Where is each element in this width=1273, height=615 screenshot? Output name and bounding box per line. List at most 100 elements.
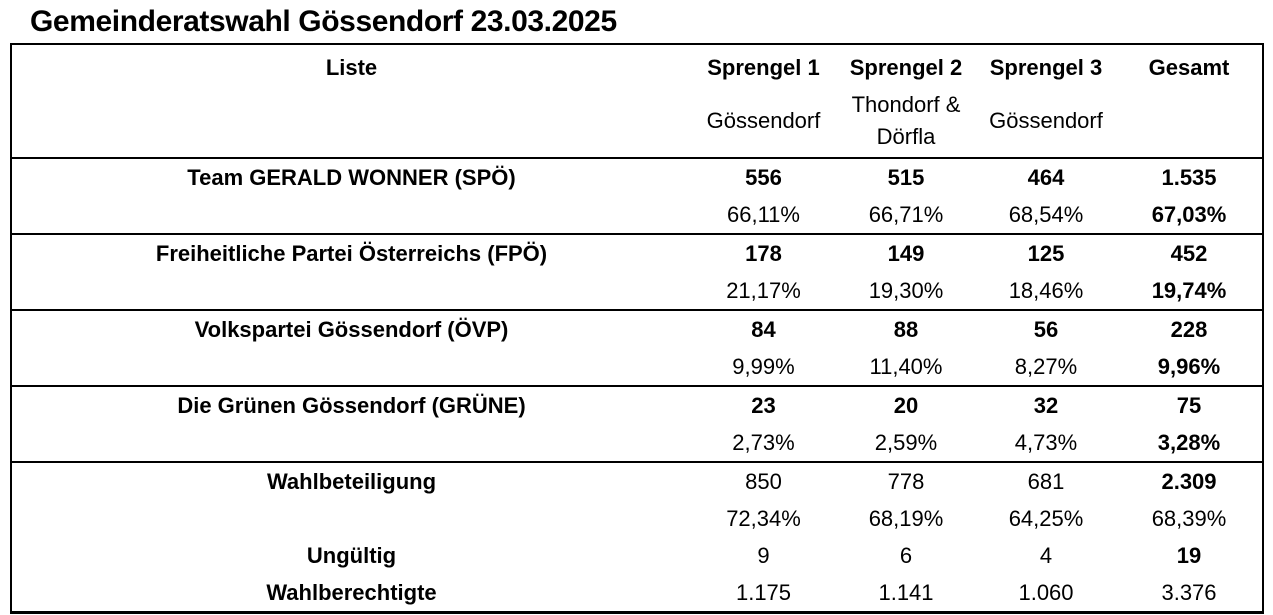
- percent-value: 8,27%: [1014, 354, 1078, 379]
- column-subheader-sprengel-2: Thondorf & Dörfla: [851, 92, 961, 149]
- votes-value: 178: [745, 241, 782, 266]
- votes-value: 23: [751, 393, 776, 418]
- party-name: Freiheitliche Partei Österreichs (FPÖ): [155, 241, 548, 266]
- percent-value: 3,28%: [1157, 430, 1221, 455]
- column-header-sprengel-2: Sprengel 2: [849, 55, 963, 80]
- result-cell: 178 21,17%: [691, 234, 836, 311]
- result-cell: 20 2,59%: [836, 386, 976, 463]
- votes-value: 75: [1176, 393, 1202, 418]
- result-cell: 149 19,30%: [836, 234, 976, 311]
- summary-value: 1.060: [1018, 580, 1074, 605]
- result-cell: 88 11,40%: [836, 310, 976, 387]
- party-row-oevp: Volkspartei Gössendorf (ÖVP) 84 9,99% 88…: [11, 310, 1263, 387]
- summary-row-wahlbeteiligung: Wahlbeteiligung 850 778 681 2.309: [11, 462, 1263, 500]
- votes-value: 88: [893, 317, 919, 342]
- percent-value: 11,40%: [869, 354, 943, 379]
- summary-value: 778: [887, 469, 925, 494]
- result-cell: 464 68,54%: [976, 158, 1116, 235]
- table-header-row: Liste Sprengel 1 Gössendorf Sprengel 2 T…: [11, 44, 1263, 159]
- summary-value-gesamt: 68,39%: [1151, 506, 1227, 531]
- party-row-gruene: Die Grünen Gössendorf (GRÜNE) 23 2,73% 2…: [11, 386, 1263, 463]
- column-subheader-sprengel-3: Gössendorf: [989, 108, 1103, 133]
- percent-value: 67,03%: [1151, 202, 1227, 227]
- summary-value-gesamt: 19: [1176, 543, 1202, 568]
- votes-value: 515: [887, 165, 925, 190]
- summary-value: 72,34%: [726, 506, 801, 531]
- result-cell-gesamt: 75 3,28%: [1116, 386, 1263, 463]
- summary-value-gesamt: 2.309: [1161, 469, 1217, 494]
- votes-value: 149: [887, 241, 925, 266]
- votes-value: 125: [1027, 241, 1065, 266]
- votes-value: 84: [751, 317, 776, 342]
- summary-row-wahlberechtigte: Wahlberechtigte 1.175 1.141 1.060 3.376: [11, 574, 1263, 613]
- header-cell-sprengel-3: Sprengel 3 Gössendorf: [976, 44, 1116, 159]
- percent-value: 66,71%: [868, 202, 944, 227]
- summary-value: 4: [1039, 543, 1053, 568]
- votes-value: 228: [1170, 317, 1208, 342]
- header-cell-sprengel-2: Sprengel 2 Thondorf & Dörfla: [836, 44, 976, 159]
- votes-value: 464: [1027, 165, 1065, 190]
- summary-value: 9: [757, 543, 770, 568]
- percent-value: 4,73%: [1014, 430, 1078, 455]
- summary-label: Wahlbeteiligung: [266, 469, 437, 494]
- column-subheader-sprengel-1: Gössendorf: [706, 108, 821, 133]
- votes-value: 452: [1170, 241, 1208, 266]
- party-name-cell: Team GERALD WONNER (SPÖ): [11, 158, 691, 235]
- result-cell-gesamt: 1.535 67,03%: [1116, 158, 1263, 235]
- percent-value: 19,74%: [1151, 278, 1227, 303]
- result-cell: 56 8,27%: [976, 310, 1116, 387]
- party-name: Die Grünen Gössendorf (GRÜNE): [177, 393, 526, 418]
- column-header-liste: Liste: [325, 55, 378, 80]
- summary-label-empty: [11, 500, 691, 537]
- votes-value: 32: [1033, 393, 1059, 418]
- votes-value: 1.535: [1161, 165, 1217, 190]
- party-name-cell: Freiheitliche Partei Österreichs (FPÖ): [11, 234, 691, 311]
- column-header-gesamt: Gesamt: [1148, 55, 1230, 80]
- column-header-sprengel-1: Sprengel 1: [707, 55, 820, 80]
- result-cell: 84 9,99%: [691, 310, 836, 387]
- result-cell: 23 2,73%: [691, 386, 836, 463]
- summary-value: 681: [1027, 469, 1065, 494]
- summary-value: 1.141: [878, 580, 934, 605]
- result-cell-gesamt: 452 19,74%: [1116, 234, 1263, 311]
- party-name-cell: Volkspartei Gössendorf (ÖVP): [11, 310, 691, 387]
- party-name: Volkspartei Gössendorf (ÖVP): [194, 317, 509, 342]
- percent-value: 18,46%: [1008, 278, 1084, 303]
- percent-value: 68,54%: [1008, 202, 1084, 227]
- party-name: Team GERALD WONNER (SPÖ): [187, 165, 516, 190]
- percent-value: 9,96%: [1157, 354, 1221, 379]
- summary-value: 6: [899, 543, 913, 568]
- header-cell-liste: Liste: [11, 44, 691, 159]
- column-header-sprengel-3: Sprengel 3: [989, 55, 1103, 80]
- result-cell-gesamt: 228 9,96%: [1116, 310, 1263, 387]
- summary-label: Ungültig: [306, 543, 397, 568]
- results-table: Liste Sprengel 1 Gössendorf Sprengel 2 T…: [10, 43, 1264, 614]
- percent-value: 21,17%: [726, 278, 801, 303]
- summary-value: 68,19%: [868, 506, 944, 531]
- votes-value: 56: [1033, 317, 1059, 342]
- result-cell: 32 4,73%: [976, 386, 1116, 463]
- summary-row-ungueltig: Ungültig 9 6 4 19: [11, 537, 1263, 574]
- percent-value: 19,30%: [868, 278, 944, 303]
- result-cell: 515 66,71%: [836, 158, 976, 235]
- summary-row-wahlbeteiligung-percent: 72,34% 68,19% 64,25% 68,39%: [11, 500, 1263, 537]
- party-name-cell: Die Grünen Gössendorf (GRÜNE): [11, 386, 691, 463]
- votes-value: 20: [893, 393, 919, 418]
- result-cell: 125 18,46%: [976, 234, 1116, 311]
- summary-value: 1.175: [735, 580, 792, 605]
- page-title: Gemeinderatswahl Gössendorf 23.03.2025: [30, 5, 617, 38]
- header-cell-gesamt: Gesamt: [1116, 44, 1263, 159]
- party-row-spoe: Team GERALD WONNER (SPÖ) 556 66,11% 515 …: [11, 158, 1263, 235]
- votes-value: 556: [745, 165, 782, 190]
- percent-value: 2,59%: [874, 430, 938, 455]
- summary-label: Wahlberechtigte: [266, 580, 437, 605]
- percent-value: 2,73%: [732, 430, 795, 455]
- percent-value: 66,11%: [727, 202, 800, 227]
- summary-value: 64,25%: [1008, 506, 1084, 531]
- result-cell: 556 66,11%: [691, 158, 836, 235]
- summary-value: 850: [745, 469, 782, 494]
- party-row-fpoe: Freiheitliche Partei Österreichs (FPÖ) 1…: [11, 234, 1263, 311]
- header-cell-sprengel-1: Sprengel 1 Gössendorf: [691, 44, 836, 159]
- summary-value-gesamt: 3.376: [1161, 580, 1217, 605]
